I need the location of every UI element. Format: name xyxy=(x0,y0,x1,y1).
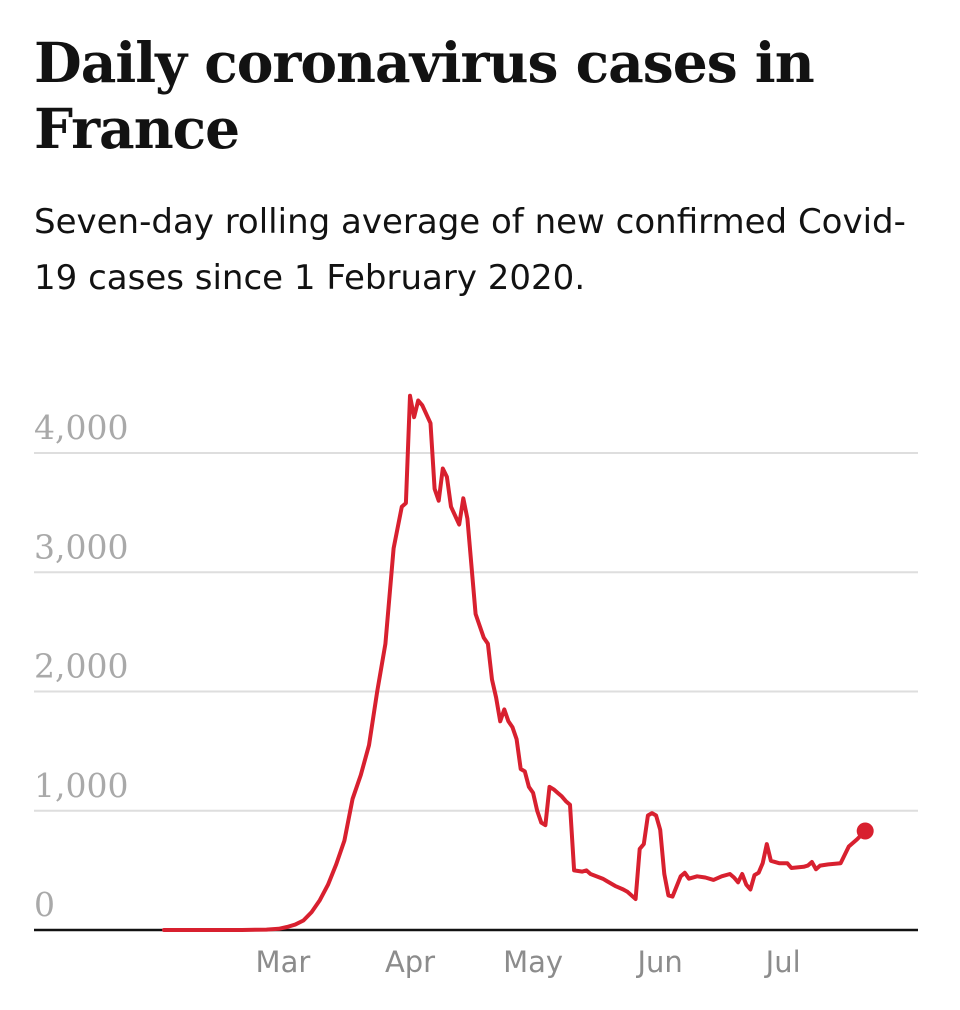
series-layer xyxy=(162,393,874,932)
y-tick-label: 3,000 xyxy=(34,527,128,566)
chart-title: Daily coronavirus cases in France xyxy=(34,30,815,161)
y-axis-labels: 0 1,000 2,000 3,000 4,000 xyxy=(34,408,128,924)
gridlines xyxy=(34,452,918,932)
x-axis-labels: Mar Apr May Jun Jul xyxy=(256,945,801,979)
series-line xyxy=(162,393,868,932)
x-tick-label: Apr xyxy=(385,945,435,979)
y-tick-label: 1,000 xyxy=(34,766,128,805)
x-tick-label: Mar xyxy=(256,945,311,979)
y-tick-label: 2,000 xyxy=(34,647,128,686)
x-tick-label: Jun xyxy=(636,945,683,979)
y-tick-label: 4,000 xyxy=(34,408,128,447)
last-point-marker xyxy=(856,822,874,840)
y-tick-label: 0 xyxy=(34,885,55,924)
x-tick-label: May xyxy=(503,945,563,979)
x-tick-label: Jul xyxy=(764,945,801,979)
chart-subtitle: Seven-day rolling average of new confirm… xyxy=(34,202,906,298)
